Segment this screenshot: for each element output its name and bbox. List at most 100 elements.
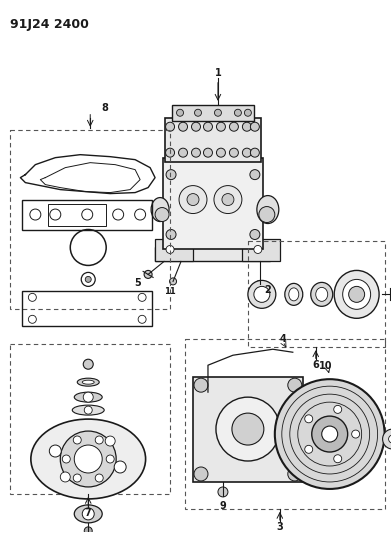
Circle shape <box>83 392 93 402</box>
Circle shape <box>275 379 385 489</box>
Circle shape <box>74 445 102 473</box>
Circle shape <box>60 431 116 487</box>
Circle shape <box>389 435 391 443</box>
Circle shape <box>83 359 93 369</box>
Circle shape <box>349 286 365 302</box>
Circle shape <box>49 445 61 457</box>
Ellipse shape <box>316 287 328 301</box>
Text: 9: 9 <box>220 501 226 511</box>
Circle shape <box>288 378 302 392</box>
Text: 7: 7 <box>85 508 91 518</box>
Circle shape <box>305 445 313 453</box>
Circle shape <box>194 378 208 392</box>
Circle shape <box>214 185 242 214</box>
Bar <box>165 118 261 161</box>
Circle shape <box>242 148 251 157</box>
Circle shape <box>230 122 239 131</box>
Bar <box>11 344 170 494</box>
Circle shape <box>288 467 302 481</box>
Text: 8: 8 <box>102 103 109 113</box>
Circle shape <box>179 148 188 157</box>
Ellipse shape <box>72 405 104 415</box>
Circle shape <box>82 209 93 220</box>
Circle shape <box>230 148 239 157</box>
Text: 4: 4 <box>280 334 286 344</box>
Circle shape <box>138 316 146 324</box>
Ellipse shape <box>311 282 333 306</box>
Circle shape <box>177 109 183 116</box>
Circle shape <box>60 472 70 482</box>
Circle shape <box>218 487 228 497</box>
Circle shape <box>244 109 251 116</box>
Circle shape <box>138 293 146 301</box>
Circle shape <box>170 278 177 285</box>
Circle shape <box>217 148 226 157</box>
Circle shape <box>203 148 212 157</box>
Ellipse shape <box>257 196 279 223</box>
Circle shape <box>192 122 201 131</box>
Circle shape <box>383 429 391 449</box>
Text: 3: 3 <box>276 522 283 532</box>
Circle shape <box>214 109 221 116</box>
Circle shape <box>84 527 92 533</box>
Circle shape <box>254 246 262 254</box>
Circle shape <box>155 207 169 222</box>
Text: 1: 1 <box>215 68 221 78</box>
Circle shape <box>187 193 199 206</box>
Ellipse shape <box>334 270 379 318</box>
Ellipse shape <box>285 284 303 305</box>
Bar <box>248 241 385 347</box>
Circle shape <box>166 169 176 180</box>
Circle shape <box>166 246 174 254</box>
Circle shape <box>179 122 188 131</box>
Circle shape <box>242 122 251 131</box>
Circle shape <box>73 436 81 444</box>
Circle shape <box>235 109 241 116</box>
Bar <box>11 130 170 309</box>
Bar <box>155 239 193 261</box>
Circle shape <box>192 148 201 157</box>
Bar <box>163 158 263 249</box>
Circle shape <box>144 270 152 278</box>
Circle shape <box>194 467 208 481</box>
Text: 5: 5 <box>135 278 142 288</box>
Ellipse shape <box>289 288 299 301</box>
Circle shape <box>82 508 94 520</box>
Ellipse shape <box>151 198 169 222</box>
Text: 91J24 2400: 91J24 2400 <box>11 18 89 31</box>
Bar <box>172 105 254 121</box>
Circle shape <box>50 209 61 220</box>
Text: 6: 6 <box>312 360 319 370</box>
Bar <box>193 377 303 482</box>
Circle shape <box>352 430 360 438</box>
Circle shape <box>166 230 176 239</box>
Bar <box>48 204 106 225</box>
Circle shape <box>95 436 103 444</box>
Circle shape <box>62 455 70 463</box>
Circle shape <box>84 406 92 414</box>
Bar <box>242 239 280 261</box>
Bar <box>155 247 270 261</box>
Text: 11: 11 <box>164 287 176 296</box>
Circle shape <box>334 406 342 414</box>
Circle shape <box>305 415 313 423</box>
Ellipse shape <box>74 505 102 523</box>
Bar <box>22 199 152 230</box>
Circle shape <box>254 286 270 302</box>
Circle shape <box>250 148 259 157</box>
Ellipse shape <box>74 392 102 402</box>
Circle shape <box>165 122 174 131</box>
Circle shape <box>250 169 260 180</box>
Ellipse shape <box>343 279 371 309</box>
Circle shape <box>217 122 226 131</box>
Circle shape <box>248 280 276 308</box>
Circle shape <box>85 277 91 282</box>
Circle shape <box>105 436 115 446</box>
Circle shape <box>179 185 207 214</box>
Text: 2: 2 <box>264 285 271 295</box>
Circle shape <box>222 193 234 206</box>
Circle shape <box>114 461 126 473</box>
Circle shape <box>203 122 212 131</box>
Circle shape <box>259 207 275 222</box>
Circle shape <box>312 416 348 452</box>
